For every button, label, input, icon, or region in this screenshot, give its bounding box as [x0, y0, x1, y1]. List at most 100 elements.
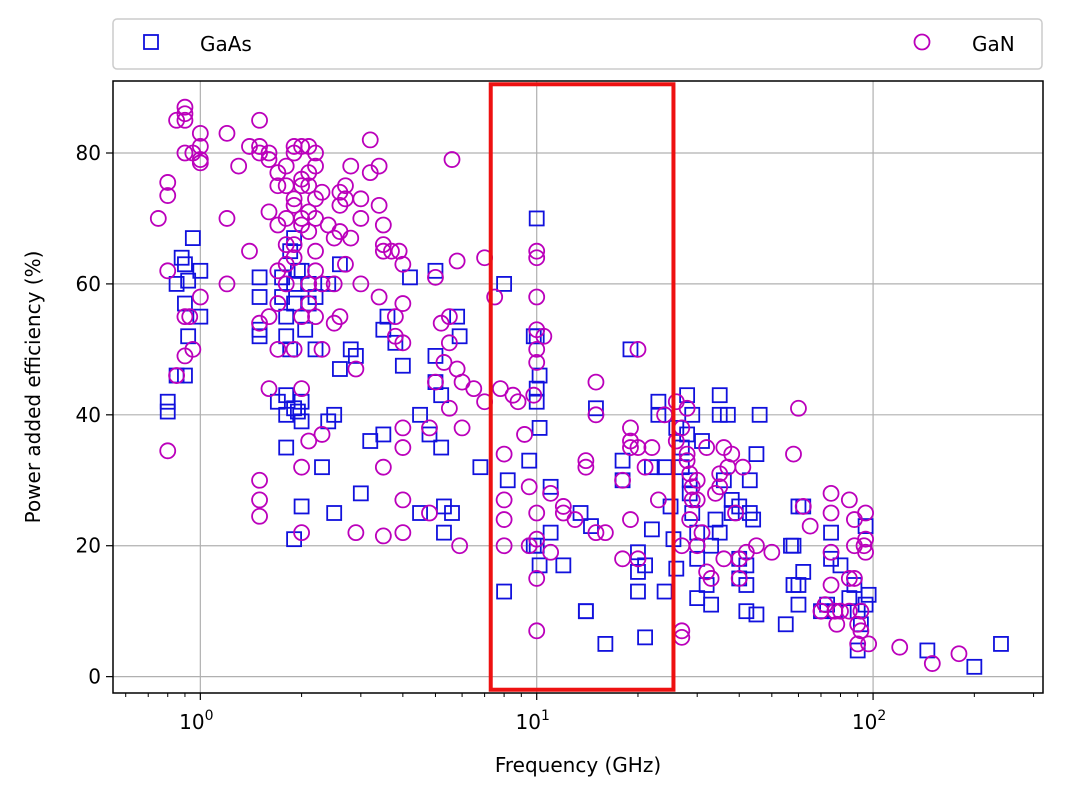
data-point-gan: [230, 157, 248, 175]
data-point-gaas: [159, 403, 176, 420]
data-point-gaas: [531, 367, 548, 384]
data-point-gan: [307, 144, 324, 162]
data-point-gaas: [278, 308, 295, 325]
data-point-gaas: [412, 406, 428, 423]
data-point-gaas: [278, 328, 295, 345]
series-gan: [149, 98, 968, 672]
data-point-gan: [528, 530, 546, 548]
data-point-gan: [218, 124, 236, 142]
data-point-gaas: [521, 452, 538, 469]
data-point-gan: [528, 622, 546, 640]
data-point-gaas: [289, 403, 306, 420]
data-point-gan: [681, 511, 699, 528]
data-point-gan: [748, 537, 765, 555]
highlight-box: [488, 82, 676, 692]
data-point-gaas: [528, 537, 545, 554]
data-point-gan: [857, 543, 874, 561]
data-point-gan: [260, 144, 278, 162]
data-point-gan: [285, 196, 303, 214]
data-point-gan: [181, 308, 199, 326]
data-point-gan: [727, 504, 744, 522]
data-point-gan: [614, 471, 631, 489]
data-point-gan: [352, 190, 370, 208]
data-point-gan: [520, 478, 538, 496]
data-point-gaas: [436, 524, 452, 541]
data-point-gaas: [711, 524, 728, 541]
data-point-gan: [251, 491, 268, 509]
data-point-gan: [440, 399, 458, 417]
data-point-gaas: [588, 400, 604, 417]
data-point-gaas: [738, 603, 755, 620]
data-point-gan: [285, 249, 303, 267]
data-point-gan: [260, 203, 278, 221]
data-point-gan: [857, 530, 874, 548]
data-point-gan: [300, 223, 318, 240]
data-point-gan: [693, 524, 711, 542]
data-point-gaas: [790, 596, 807, 613]
data-point-gaas: [307, 341, 324, 358]
data-point-gan: [857, 504, 874, 522]
data-point-gaas: [656, 583, 673, 600]
data-point-gaas: [177, 367, 193, 384]
data-point-gan: [383, 242, 400, 260]
data-point-gan: [448, 252, 466, 270]
x-tick-label: 100: [179, 708, 213, 734]
data-point-gan: [285, 340, 303, 358]
data-point-gan: [794, 498, 812, 515]
legend-label-gan: GaN: [972, 32, 1015, 56]
data-point-gan: [451, 537, 469, 555]
data-point-gaas: [777, 616, 794, 633]
data-point-gaas: [375, 426, 392, 443]
data-point-gaas: [542, 524, 559, 541]
data-point-gan: [516, 426, 533, 443]
data-point-gaas: [402, 269, 418, 286]
data-point-gan: [159, 442, 177, 460]
data-point-gan: [587, 406, 605, 424]
data-point-gan: [260, 380, 278, 398]
data-point-gaas: [293, 262, 310, 279]
data-point-gaas: [823, 524, 839, 541]
data-point-gan: [678, 399, 696, 417]
data-point-gaas: [689, 524, 706, 541]
data-point-gan: [307, 262, 324, 280]
data-point-gan: [394, 419, 412, 437]
data-point-gan: [421, 504, 438, 522]
data-point-gan: [293, 380, 310, 398]
data-point-gan: [394, 439, 412, 456]
data-point-gan: [277, 275, 295, 293]
data-point-gaas: [347, 348, 364, 364]
data-point-gaas: [472, 459, 489, 476]
data-point-gaas: [387, 334, 404, 351]
data-point-gan: [440, 308, 458, 326]
data-point-gan: [184, 340, 202, 358]
data-point-gan: [636, 458, 654, 476]
data-point-gan: [495, 445, 513, 463]
data-point-gaas: [719, 406, 736, 423]
data-point-gaas: [362, 433, 379, 449]
data-point-gaas: [278, 439, 295, 456]
data-point-gaas: [251, 269, 268, 286]
data-point-gaas: [499, 472, 516, 489]
y-tick-label: 0: [88, 665, 101, 689]
data-point-gan: [587, 524, 605, 542]
data-point-gan: [337, 177, 354, 195]
data-point-gan: [168, 111, 185, 129]
data-point-gan: [191, 288, 209, 306]
data-point-gaas: [293, 413, 310, 430]
data-point-gaas: [689, 590, 706, 606]
data-point-gan: [394, 491, 412, 509]
y-axis: 0 20 40 60 80: [76, 141, 113, 689]
data-point-gan: [293, 308, 310, 326]
data-point-gan: [168, 367, 185, 384]
data-point-gaas: [650, 406, 667, 423]
data-point-gaas: [528, 210, 545, 227]
data-point-gaas: [531, 420, 548, 436]
data-point-gan: [191, 138, 209, 155]
series-gaas: [159, 210, 1009, 675]
data-point-gaas: [326, 406, 343, 423]
data-point-gan: [629, 340, 647, 358]
data-point-gan: [486, 288, 504, 306]
data-point-gan: [176, 105, 194, 123]
data-point-gan: [465, 380, 483, 398]
data-point-gan: [313, 426, 331, 443]
